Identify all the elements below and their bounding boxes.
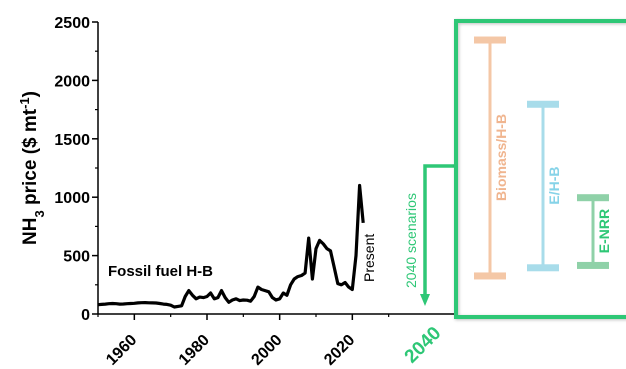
scenario-cap-high (474, 36, 506, 44)
y-tick-label: 2000 (54, 73, 90, 90)
y-tick-label: 500 (63, 249, 90, 266)
scenario-label: Biomass/H-B (493, 114, 509, 201)
y-tick-label: 1500 (54, 132, 90, 149)
scenarios-label: 2040 scenarios (403, 193, 419, 288)
arrow-head (420, 294, 430, 306)
y-tick-label: 0 (81, 307, 90, 324)
scenario-cap-low (577, 261, 609, 269)
x-tick-label: 1960 (103, 332, 140, 369)
x-tick-label: 2020 (321, 332, 358, 369)
scenario-tick-label: 2040 (401, 323, 446, 368)
scenario-bars: Biomass/H-B E/H-B E-NRR (474, 36, 612, 280)
price-line (97, 183, 365, 309)
scenario-label: E/H-B (546, 166, 562, 204)
y-ticks: 0 500 1000 1500 2000 2500 (54, 15, 98, 324)
scenario-cap-high (527, 100, 559, 108)
scenario-label: E-NRR (596, 209, 612, 253)
x-tick-label: 2000 (248, 332, 285, 369)
x-ticks: 1960 1980 2000 2020 (97, 314, 390, 369)
scenario-box (454, 19, 626, 319)
scenario-connector (423, 164, 456, 296)
y-tick-label: 2500 (54, 15, 90, 32)
scenario-arrow (420, 164, 456, 306)
y-axis-title: NH3 price ($ mt-1) (17, 91, 47, 245)
scenario-cap-high (577, 194, 609, 202)
fossil-label: Fossil fuel H-B (108, 263, 213, 280)
x-tick-label: 1980 (176, 332, 213, 369)
y-tick-label: 1000 (54, 190, 90, 207)
price-series (97, 183, 365, 309)
scenario-cap-low (527, 264, 559, 272)
scenario-cap-low (474, 272, 506, 280)
present-label: Present (361, 234, 377, 282)
